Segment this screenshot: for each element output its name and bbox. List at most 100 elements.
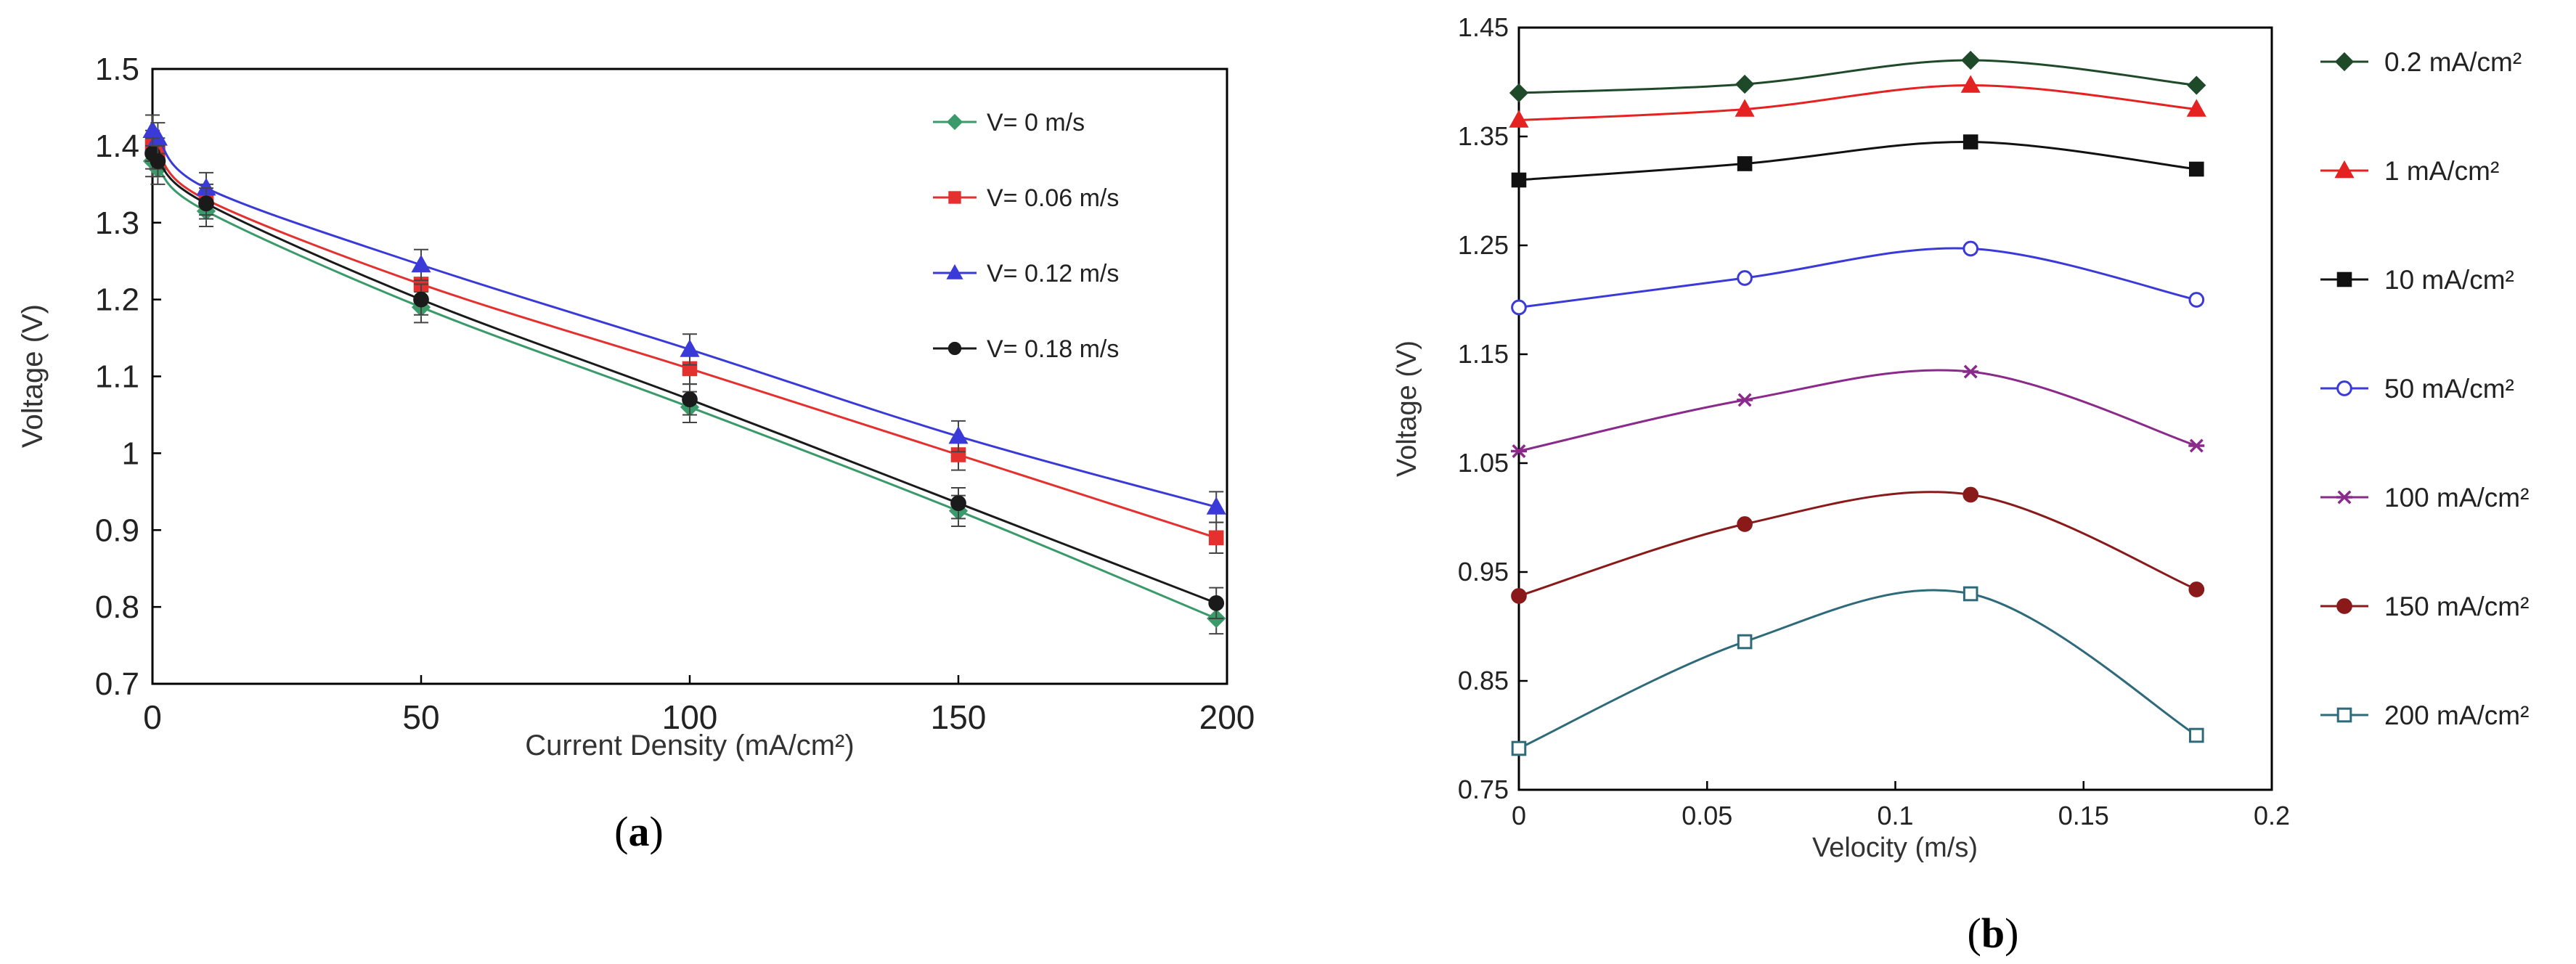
chart-a-series-v-0-12-m-s-point	[411, 254, 431, 273]
chart-a-legend-v-0-18-m-s-label: V= 0.18 m/s	[987, 335, 1119, 363]
chart-b-legend-100-ma-cm-marker	[2336, 490, 2352, 505]
chart-b-series	[1509, 50, 2206, 756]
chart-a-series-v-0-12-m-s-line	[151, 129, 1217, 508]
chart-a-y-label: Voltage (V)	[17, 304, 49, 448]
chart-b-legend-10-ma-cm-marker	[2336, 271, 2352, 287]
chart-b-y-tick-label: 0.95	[1458, 557, 1509, 587]
chart-b-series-0-2-ma-cm-point	[2187, 75, 2206, 95]
chart-b-series-150-ma-cm-point	[2188, 581, 2205, 597]
chart-b-legend-0-2-ma-cm-label: 0.2 mA/cm²	[2384, 47, 2522, 77]
chart-b-series-200-ma-cm-point	[2189, 727, 2204, 743]
chart-b-legend-1-ma-cm: 1 mA/cm²	[2320, 156, 2499, 186]
chart-a-y-tick-label: 1.5	[95, 52, 139, 87]
chart-a-series-v-0-m-s	[142, 144, 1226, 635]
chart-a-legend-v-0-m-s-label: V= 0 m/s	[987, 109, 1085, 136]
chart-b-legend-100-ma-cm: 100 mA/cm²	[2320, 483, 2529, 512]
chart-a-caption: (a)	[614, 808, 664, 855]
chart-b-legend-50-ma-cm-marker	[2336, 380, 2352, 396]
chart-b-series-10-ma-cm-point	[1511, 172, 1527, 188]
chart-a-legend-v-0-06-m-s-marker	[948, 191, 961, 204]
chart-a-x-axis: 0 50 100 150 200	[143, 675, 1255, 736]
chart-a-x-tick-label: 0	[143, 698, 162, 736]
chart-b-legend-150-ma-cm-marker	[2336, 598, 2352, 614]
chart-b-plot-frame	[1517, 26, 2273, 791]
chart-b-series-10-ma-cm-point	[2189, 161, 2204, 177]
chart-b-series-50-ma-cm-point	[1737, 270, 1753, 286]
chart-a-y-tick-label: 0.8	[95, 589, 139, 625]
chart-a-x-tick-label: 100	[662, 698, 718, 736]
chart-b-y-axis: 0.75 0.85 0.95 1.05 1.15 1.25 1.35 1.45	[1458, 12, 1528, 804]
chart-b-series-200-ma-cm	[1511, 586, 2204, 756]
chart-b-series-200-ma-cm-line	[1518, 589, 2198, 750]
chart-b-series-100-ma-cm	[1511, 364, 2205, 458]
chart-b-x-label: Velocity (m/s)	[1812, 833, 1978, 863]
chart-b-series-10-ma-cm-line	[1518, 140, 2197, 181]
chart-b-y-tick-label: 0.75	[1458, 775, 1509, 804]
chart-b-series-1-ma-cm-point	[1960, 75, 1981, 93]
chart-b-legend-1-ma-cm-label: 1 mA/cm²	[2384, 156, 2499, 186]
chart-a-series-v-0-12-m-s-point	[147, 128, 168, 146]
chart-a-legend-v-0-12-m-s: V= 0.12 m/s	[933, 260, 1119, 287]
chart-a-y-tick-label: 1.4	[95, 128, 139, 164]
chart-b-series-150-ma-cm-line	[1518, 491, 2197, 597]
chart-b-series-0-2-ma-cm	[1509, 50, 2206, 103]
chart-a-series-v-0-18-m-s-point	[198, 195, 214, 212]
chart-b-series-100-ma-cm-line	[1518, 369, 2197, 452]
chart-b-series-0-2-ma-cm-point	[1735, 74, 1755, 94]
chart-a-legend-v-0-18-m-s-marker	[947, 341, 962, 356]
chart-b: 0.75 0.85 0.95 1.05 1.15 1.25 1.35 1.45 0 0.05 0.…	[1392, 12, 2529, 957]
chart-a-series-v-0-06-m-s-line	[151, 144, 1217, 539]
chart-a-x-label: Current Density (mA/cm²)	[525, 730, 854, 761]
chart-b-series-50-ma-cm-line	[1518, 247, 2197, 309]
chart-a-legend-v-0-06-m-s-label: V= 0.06 m/s	[987, 184, 1119, 212]
chart-b-series-1-ma-cm-line	[1518, 83, 2197, 121]
chart-a-series-v-0-12-m-s	[142, 114, 1226, 523]
chart-a-y-tick-label: 1.1	[95, 359, 139, 395]
chart-b-legend-200-ma-cm-label: 200 mA/cm²	[2384, 700, 2529, 730]
chart-b-y-tick-label: 1.45	[1458, 12, 1509, 42]
chart-b-series-0-2-ma-cm-point	[1509, 83, 1529, 103]
chart-b-legend-150-ma-cm: 150 mA/cm²	[2320, 592, 2529, 621]
chart-a-legend-v-0-18-m-s: V= 0.18 m/s	[933, 335, 1119, 363]
chart-a-legend-v-0-12-m-s-marker	[946, 264, 963, 279]
chart-a-series-v-0-12-m-s-point	[1206, 497, 1226, 515]
chart-b-series-100-ma-cm-point	[1511, 444, 1527, 458]
chart-b-legend-200-ma-cm: 200 mA/cm²	[2320, 700, 2529, 730]
chart-a-y-tick-label: 1.2	[95, 282, 139, 318]
chart-a-series	[142, 114, 1226, 635]
chart-b-legend-200-ma-cm-marker	[2336, 707, 2352, 723]
chart-b-series-150-ma-cm-point	[1737, 516, 1753, 532]
chart-b-series-150-ma-cm-point	[1962, 486, 1979, 503]
chart-b-y-tick-label: 1.25	[1458, 230, 1509, 260]
chart-a-series-v-0-18-m-s-point	[1208, 595, 1225, 611]
chart-b-series-200-ma-cm-point	[1737, 634, 1753, 650]
chart-b-series-1-ma-cm-point	[2186, 99, 2206, 117]
chart-b-legend-150-ma-cm-label: 150 mA/cm²	[2384, 592, 2529, 621]
chart-b-series-50-ma-cm-point	[1511, 299, 1527, 316]
chart-b-x-tick-label: 0.05	[1682, 801, 1732, 830]
chart-b-series-100-ma-cm-point	[1962, 364, 1979, 379]
chart-a-series-v-0-12-m-s-point	[948, 425, 969, 444]
chart-b-series-10-ma-cm-point	[1962, 134, 1978, 150]
chart-b-series-1-ma-cm-point	[1509, 110, 1529, 128]
chart-b-y-tick-label: 0.85	[1458, 666, 1509, 695]
chart-a-x-tick-label: 150	[931, 698, 987, 736]
chart-b-series-150-ma-cm	[1511, 486, 2205, 604]
chart-b-x-tick-label: 0.1	[1877, 801, 1913, 830]
chart-b-caption: (b)	[1968, 910, 2019, 957]
chart-b-legend-0-2-ma-cm-marker	[2334, 52, 2355, 72]
chart-a-y-tick-label: 0.9	[95, 512, 139, 548]
chart-a-legend-v-0-m-s-marker	[946, 113, 963, 131]
chart-b-series-100-ma-cm-point	[2188, 438, 2205, 453]
chart-b-legend-10-ma-cm-label: 10 mA/cm²	[2384, 265, 2514, 295]
chart-b-y-tick-label: 1.35	[1458, 121, 1509, 151]
chart-b-y-tick-label: 1.15	[1458, 339, 1509, 369]
chart-a-series-v-0-06-m-s-point	[1208, 530, 1224, 546]
chart-b-series-1-ma-cm-point	[1735, 99, 1755, 117]
chart-b-legend-0-2-ma-cm: 0.2 mA/cm²	[2320, 47, 2522, 77]
chart-b-y-tick-label: 1.05	[1458, 448, 1509, 478]
chart-b-series-10-ma-cm	[1511, 134, 2204, 188]
chart-b-y-label: Voltage (V)	[1392, 340, 1422, 477]
chart-a: 0.7 0.8 0.9 1 1.1 1.2 1.3 1.4 1.5 0 50 100 150 200 V…	[17, 52, 1255, 855]
